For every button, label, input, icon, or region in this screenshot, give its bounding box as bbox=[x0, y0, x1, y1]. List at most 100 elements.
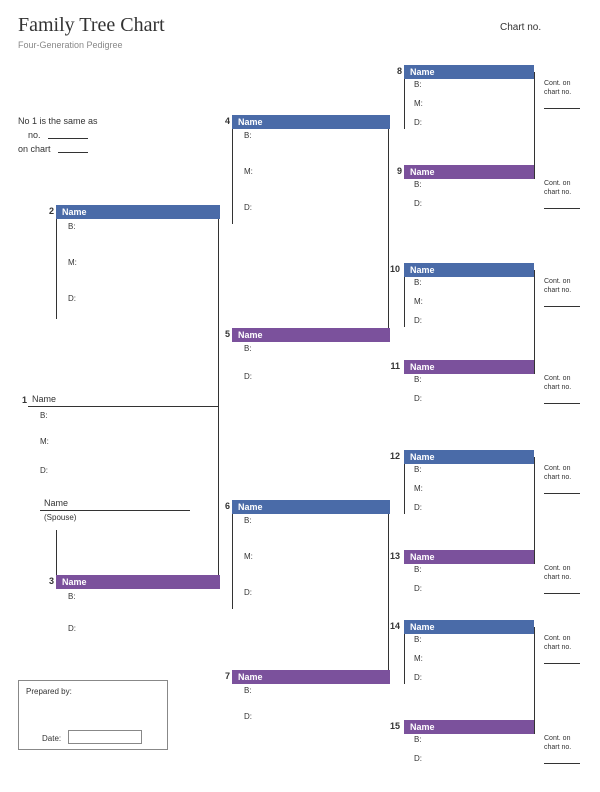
person-12-cont2: chart no. bbox=[544, 474, 571, 482]
person-12-vert bbox=[404, 464, 405, 514]
person-2-b: B: bbox=[68, 222, 76, 231]
person-15-b: B: bbox=[414, 735, 422, 744]
person-11-cont-line bbox=[544, 403, 580, 404]
note-no-label: no. bbox=[28, 130, 41, 140]
person-13-number: 13 bbox=[386, 551, 400, 561]
person-10-number: 10 bbox=[386, 264, 400, 274]
note-onchart-label: on chart bbox=[18, 144, 51, 154]
person-2-d: D: bbox=[68, 294, 76, 303]
connector-p5-right bbox=[534, 270, 535, 374]
person-6-vert bbox=[232, 514, 233, 609]
person-1-d: D: bbox=[40, 466, 48, 475]
person-14-cont-line bbox=[544, 663, 580, 664]
person-12-d: D: bbox=[414, 503, 422, 512]
person-6-d: D: bbox=[244, 588, 252, 597]
person-8-cont-line bbox=[544, 108, 580, 109]
person-15-d: D: bbox=[414, 754, 422, 763]
person-10-cont2: chart no. bbox=[544, 287, 571, 295]
note-onchart-underline bbox=[58, 152, 88, 153]
date-field[interactable] bbox=[68, 730, 142, 744]
person-2-number: 2 bbox=[40, 206, 54, 216]
connector-gen1-gen2 bbox=[218, 212, 219, 589]
person-15-cont1: Cont. on bbox=[544, 735, 570, 743]
person-7-number: 7 bbox=[216, 671, 230, 681]
spouse-label: (Spouse) bbox=[44, 513, 76, 522]
connector-p7-right bbox=[534, 627, 535, 734]
person-8-number: 8 bbox=[388, 66, 402, 76]
person-10-cont1: Cont. on bbox=[544, 278, 570, 286]
person-8-d: D: bbox=[414, 118, 422, 127]
person-2-m: M: bbox=[68, 258, 77, 267]
person-7-bar: Name bbox=[232, 670, 390, 684]
person-15-cont-line bbox=[544, 763, 580, 764]
person-15-bar: Name bbox=[404, 720, 534, 734]
person-8-cont1: Cont. on bbox=[544, 80, 570, 88]
person-9-cont2: chart no. bbox=[544, 189, 571, 197]
person-4-b: B: bbox=[244, 131, 252, 140]
person-10-b: B: bbox=[414, 278, 422, 287]
person-13-b: B: bbox=[414, 565, 422, 574]
chart-no-label: Chart no. bbox=[500, 22, 541, 33]
person-3-bar: Name bbox=[56, 575, 220, 589]
person-14-cont1: Cont. on bbox=[544, 635, 570, 643]
person-15-number: 15 bbox=[386, 721, 400, 731]
person-8-bar: Name bbox=[404, 65, 534, 79]
person-1-m: M: bbox=[40, 437, 49, 446]
person-11-b: B: bbox=[414, 375, 422, 384]
person-10-d: D: bbox=[414, 316, 422, 325]
person-13-cont-line bbox=[544, 593, 580, 594]
person-12-number: 12 bbox=[386, 451, 400, 461]
person-11-cont1: Cont. on bbox=[544, 375, 570, 383]
person-1-name-label: Name bbox=[32, 394, 56, 404]
person-10-bar: Name bbox=[404, 263, 534, 277]
page-title: Family Tree Chart bbox=[18, 14, 165, 37]
person-9-bar: Name bbox=[404, 165, 534, 179]
person-14-b: B: bbox=[414, 635, 422, 644]
person-15-cont2: chart no. bbox=[544, 744, 571, 752]
person-4-bar: Name bbox=[232, 115, 390, 129]
spouse-name-line bbox=[40, 510, 190, 511]
person-13-cont1: Cont. on bbox=[544, 565, 570, 573]
person-8-b: B: bbox=[414, 80, 422, 89]
person-6-number: 6 bbox=[216, 501, 230, 511]
person-6-bar: Name bbox=[232, 500, 390, 514]
person-3-d: D: bbox=[68, 624, 76, 633]
person-8-cont2: chart no. bbox=[544, 89, 571, 97]
person-3-vert bbox=[56, 530, 57, 575]
person-14-m: M: bbox=[414, 654, 423, 663]
person-1-b: B: bbox=[40, 411, 48, 420]
person-14-vert bbox=[404, 634, 405, 684]
person-5-d: D: bbox=[244, 372, 252, 381]
person-3-number: 3 bbox=[40, 576, 54, 586]
page-subtitle: Four-Generation Pedigree bbox=[18, 40, 123, 50]
person-9-b: B: bbox=[414, 180, 422, 189]
person-10-vert bbox=[404, 277, 405, 327]
connector-p3-vert bbox=[388, 507, 389, 684]
note-no-underline bbox=[48, 138, 88, 139]
person-5-b: B: bbox=[244, 344, 252, 353]
person-1-number: 1 bbox=[13, 395, 27, 405]
person-12-b: B: bbox=[414, 465, 422, 474]
person-6-b: B: bbox=[244, 516, 252, 525]
person-9-number: 9 bbox=[388, 166, 402, 176]
date-label: Date: bbox=[42, 734, 61, 743]
person-13-cont2: chart no. bbox=[544, 574, 571, 582]
person-14-d: D: bbox=[414, 673, 422, 682]
person-14-cont2: chart no. bbox=[544, 644, 571, 652]
person-5-number: 5 bbox=[216, 329, 230, 339]
person-12-m: M: bbox=[414, 484, 423, 493]
connector-p4-right bbox=[534, 72, 535, 179]
person-4-vert bbox=[232, 129, 233, 224]
person-10-cont-line bbox=[544, 306, 580, 307]
person-4-number: 4 bbox=[216, 116, 230, 126]
person-13-bar: Name bbox=[404, 550, 534, 564]
person-12-bar: Name bbox=[404, 450, 534, 464]
person-9-cont1: Cont. on bbox=[544, 180, 570, 188]
person-5-bar: Name bbox=[232, 328, 390, 342]
person-11-cont2: chart no. bbox=[544, 384, 571, 392]
person-8-m: M: bbox=[414, 99, 423, 108]
note-line1: No 1 is the same as bbox=[18, 116, 98, 126]
person-2-bar: Name bbox=[56, 205, 220, 219]
person-12-cont1: Cont. on bbox=[544, 465, 570, 473]
person-14-bar: Name bbox=[404, 620, 534, 634]
